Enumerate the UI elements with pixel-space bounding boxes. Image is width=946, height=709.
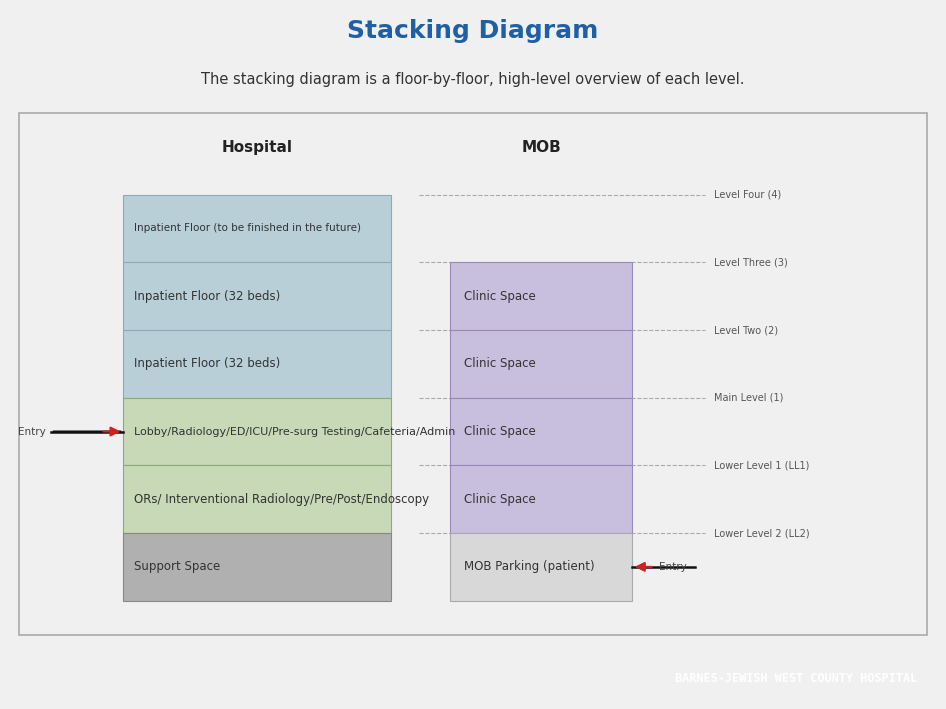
Text: Main Level (1): Main Level (1) [713,393,783,403]
Text: Clinic Space: Clinic Space [464,357,535,370]
Text: Level Three (3): Level Three (3) [713,257,787,267]
Text: Inpatient Floor (32 beds): Inpatient Floor (32 beds) [134,290,281,303]
FancyBboxPatch shape [450,330,632,398]
Text: Stacking Diagram: Stacking Diagram [347,18,599,43]
Text: Clinic Space: Clinic Space [464,493,535,506]
FancyBboxPatch shape [123,398,392,465]
Text: Lobby/Radiology/ED/ICU/Pre-surg Testing/Cafeteria/Admin: Lobby/Radiology/ED/ICU/Pre-surg Testing/… [134,427,456,437]
Text: Hospital: Hospital [221,140,293,155]
Text: Entry: Entry [18,427,46,437]
FancyBboxPatch shape [123,262,392,330]
Text: BARNES-JEWISH WEST COUNTY HOSPITAL: BARNES-JEWISH WEST COUNTY HOSPITAL [675,672,918,685]
FancyBboxPatch shape [450,262,632,330]
FancyBboxPatch shape [450,533,632,601]
Text: Level Four (4): Level Four (4) [713,189,780,200]
Text: Clinic Space: Clinic Space [464,425,535,438]
Text: ORs/ Interventional Radiology/Pre/Post/Endoscopy: ORs/ Interventional Radiology/Pre/Post/E… [134,493,429,506]
Text: MOB Parking (patient): MOB Parking (patient) [464,560,594,574]
Text: Lower Level 1 (LL1): Lower Level 1 (LL1) [713,460,809,470]
Text: MOB: MOB [521,140,561,155]
Text: Inpatient Floor (32 beds): Inpatient Floor (32 beds) [134,357,281,370]
Text: Support Space: Support Space [134,560,220,574]
Text: The stacking diagram is a floor-by-floor, high-level overview of each level.: The stacking diagram is a floor-by-floor… [201,72,745,86]
FancyBboxPatch shape [123,330,392,398]
FancyBboxPatch shape [450,398,632,465]
Text: Level Two (2): Level Two (2) [713,325,778,335]
Text: Lower Level 2 (LL2): Lower Level 2 (LL2) [713,528,809,538]
FancyBboxPatch shape [123,533,392,601]
FancyBboxPatch shape [123,465,392,533]
Text: Entry: Entry [659,562,687,572]
Text: Clinic Space: Clinic Space [464,290,535,303]
FancyBboxPatch shape [123,195,392,262]
Text: Inpatient Floor (to be finished in the future): Inpatient Floor (to be finished in the f… [134,223,361,233]
FancyBboxPatch shape [450,465,632,533]
